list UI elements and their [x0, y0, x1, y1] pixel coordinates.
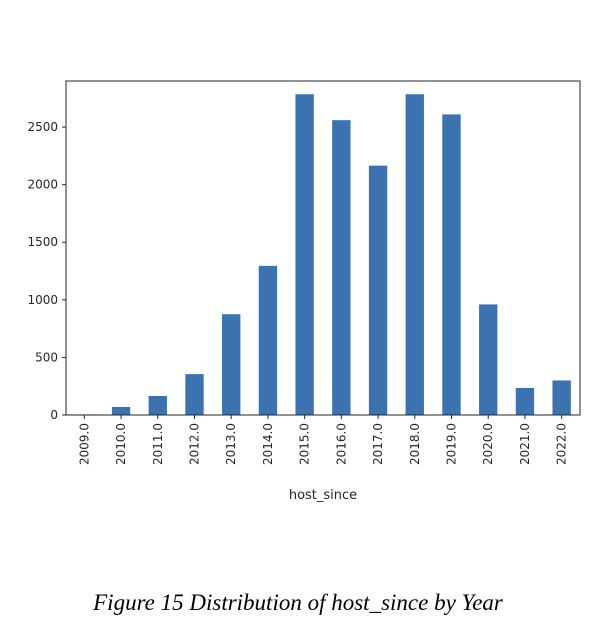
- bar-2018.0: [405, 94, 424, 416]
- bar-2013.0: [222, 314, 241, 415]
- x-tick-label: 2009.0: [77, 423, 91, 465]
- y-tick-label: 1000: [27, 293, 58, 307]
- bar-2019.0: [442, 114, 461, 416]
- bar-2021.0: [515, 387, 535, 415]
- bar-2020.0: [479, 304, 498, 415]
- x-axis-title: host_since: [289, 488, 357, 503]
- x-tick-label: 2012.0: [188, 423, 202, 465]
- y-tick-label: 500: [35, 350, 58, 364]
- x-axis-ticks: 2009.0 2010.0 2011.0 2012.0 2013.0 2014.0 2015…: [77, 415, 569, 465]
- bar-2017.0: [368, 165, 388, 415]
- x-tick-label: 2011.0: [151, 423, 165, 465]
- figure-caption: Figure 15 Distribution of host_since by …: [93, 590, 503, 615]
- y-tick-label: 2000: [27, 178, 58, 192]
- y-tick-label: 1500: [27, 235, 58, 249]
- x-tick-label: 2013.0: [224, 423, 238, 465]
- x-tick-label: 2018.0: [408, 423, 422, 465]
- bar-2012.0: [185, 374, 204, 415]
- x-tick-label: 2020.0: [481, 423, 495, 465]
- plot-frame: [65, 80, 581, 416]
- x-tick-label: 2010.0: [114, 423, 128, 465]
- y-tick-label: 2500: [27, 120, 58, 134]
- x-tick-label: 2017.0: [371, 423, 385, 465]
- bars-group: [75, 94, 571, 416]
- bar-2011.0: [148, 395, 167, 415]
- x-tick-label: 2016.0: [334, 423, 348, 465]
- bar-2014.0: [258, 265, 278, 415]
- bar-2016.0: [332, 120, 351, 415]
- bar-2022.0: [552, 380, 571, 415]
- x-tick-label: 2019.0: [445, 423, 459, 465]
- x-tick-label: 2021.0: [518, 423, 532, 465]
- x-tick-label: 2015.0: [298, 423, 312, 465]
- y-axis-ticks: 0 500 1000 1500 2000 2500: [27, 120, 66, 422]
- bar-2010.0: [111, 406, 131, 415]
- bar-2015.0: [295, 94, 314, 416]
- x-tick-label: 2022.0: [555, 423, 569, 465]
- y-tick-label: 0: [50, 408, 58, 422]
- x-tick-label: 2014.0: [261, 423, 275, 465]
